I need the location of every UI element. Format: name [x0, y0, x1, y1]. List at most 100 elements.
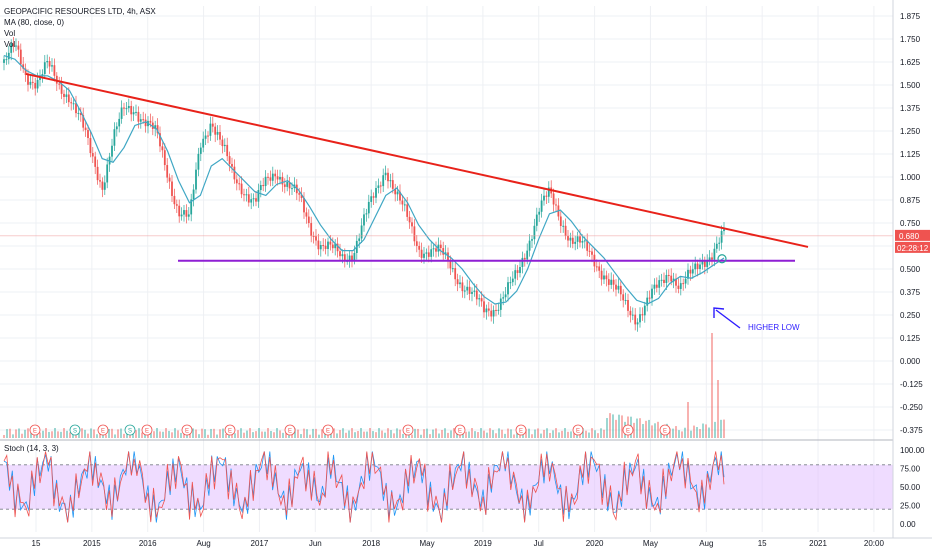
volume-bar [705, 424, 707, 438]
time-tick-label: Aug [699, 539, 713, 548]
candle-body [139, 119, 142, 122]
candle-body [387, 172, 389, 182]
candle-body [449, 261, 452, 269]
time-tick-label: 2021 [809, 539, 827, 548]
candle-body [715, 243, 718, 249]
candle-body [442, 248, 445, 255]
candle-body [144, 119, 147, 127]
candle-body [31, 81, 34, 83]
volume-bar [240, 428, 242, 438]
volume-bar [12, 434, 14, 438]
candle-body [672, 278, 675, 282]
volume-bar [270, 430, 272, 438]
volume-bar [318, 434, 320, 438]
candle-body [713, 248, 716, 260]
candle-body [41, 74, 44, 76]
candle-body [485, 308, 488, 313]
volume-bar [669, 428, 671, 438]
volume-bar [639, 418, 641, 438]
volume-bar [309, 434, 311, 438]
time-tick-label: 2018 [362, 539, 380, 548]
volume-bar [453, 428, 455, 438]
event-marker [454, 424, 466, 436]
candle-body [123, 107, 125, 109]
volume-bar [687, 402, 689, 438]
event-marker [659, 424, 671, 436]
candle-body [665, 274, 668, 283]
candle-body [358, 238, 361, 241]
candle-body [574, 241, 577, 244]
event-marker-label: E [458, 429, 462, 435]
volume-bar [522, 434, 524, 438]
stoch-tick-label: 25.00 [900, 502, 921, 511]
candle-body [615, 284, 617, 290]
price-candles [3, 37, 725, 332]
candle-body [720, 231, 723, 243]
volume-bar [111, 428, 113, 438]
event-marker [224, 424, 236, 436]
candle-body [271, 173, 274, 181]
candle-body [540, 200, 543, 212]
candle-body [425, 252, 428, 254]
candle-body [94, 156, 97, 167]
symbol-title: GEOPACIFIC RESOURCES LTD, 4h, ASX [4, 7, 156, 16]
volume-bar [123, 433, 125, 438]
candle-body [187, 214, 190, 217]
volume-bar [402, 433, 404, 438]
event-marker [181, 424, 193, 436]
candle-body [207, 135, 209, 137]
volume-bar [117, 429, 119, 438]
candle-body [420, 249, 423, 258]
candle-body [75, 103, 77, 114]
higher-low-arrow [715, 309, 741, 329]
volume-bar [234, 433, 236, 438]
volume-bar [321, 429, 323, 438]
time-tick-label: 2019 [474, 539, 492, 548]
candle-body [305, 212, 308, 217]
candle-body [411, 222, 413, 227]
candle-body [303, 198, 305, 213]
candle-body [286, 181, 289, 187]
candle-body [214, 126, 217, 135]
event-marker [515, 424, 527, 436]
volume-bar [696, 427, 698, 438]
candle-body [675, 278, 677, 286]
volume-bar [81, 428, 83, 438]
candle-body [499, 298, 502, 310]
candle-body [559, 216, 562, 226]
event-marker [284, 424, 296, 436]
volume-bar [84, 429, 86, 438]
volume-bar [225, 433, 227, 438]
candle-body [507, 282, 509, 295]
volume-bar [300, 434, 302, 438]
candle-body [439, 244, 442, 249]
volume-bar [39, 432, 41, 438]
candle-body [264, 176, 267, 187]
volume-bar [423, 429, 425, 438]
candle-body [63, 93, 65, 97]
event-marker-label: E [185, 429, 189, 435]
volume-bar [132, 433, 134, 438]
candle-body [456, 279, 459, 285]
volume-bar [600, 428, 602, 438]
volume-bar [465, 431, 467, 438]
candle-body [379, 185, 382, 187]
candle-body [651, 288, 653, 299]
volume-bar [582, 428, 584, 438]
volume-bar [534, 429, 536, 438]
volume-bar [168, 430, 170, 438]
candle-body [396, 191, 399, 195]
volume-bar [105, 434, 107, 438]
ma-legend: MA (80, close, 0) [4, 18, 65, 27]
candle-body [334, 243, 337, 249]
candle-body [288, 181, 291, 189]
volume-bar [504, 433, 506, 438]
candle-body [149, 120, 152, 123]
candle-body [631, 314, 634, 316]
volume-bar [642, 424, 644, 438]
volume-bar [351, 428, 353, 438]
candle-body [627, 300, 629, 311]
event-marker-label: E [145, 429, 149, 435]
volume-bar [393, 433, 395, 438]
